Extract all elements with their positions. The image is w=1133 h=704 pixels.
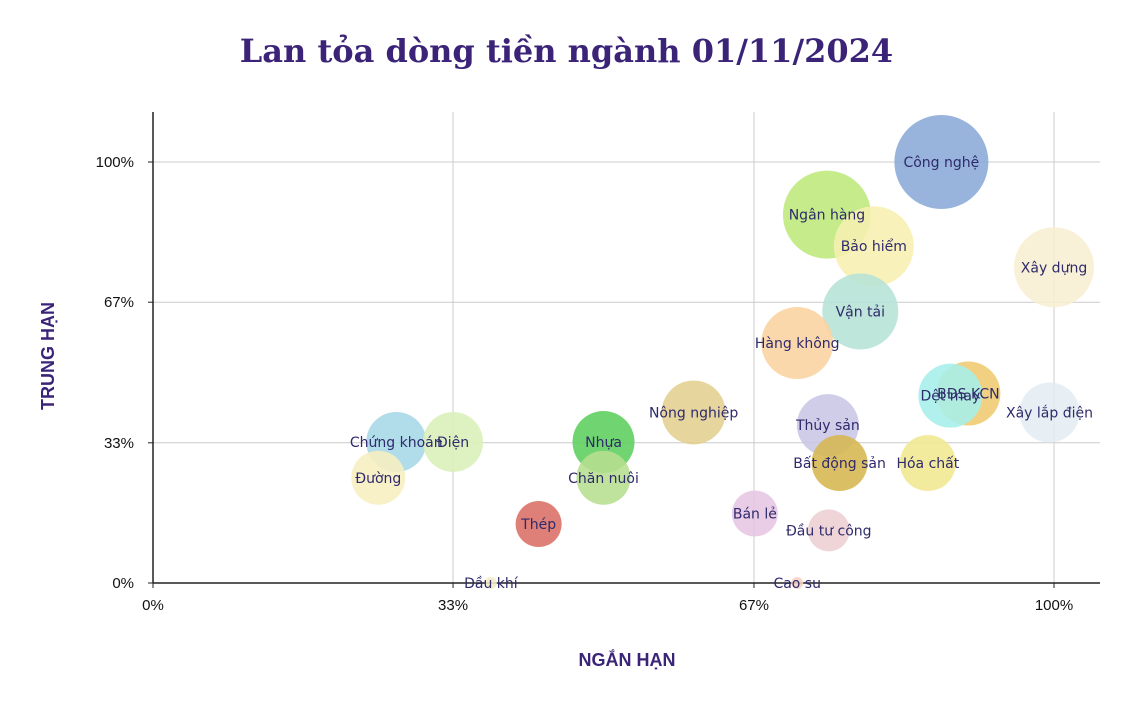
bubble-label: Bán lẻ bbox=[733, 507, 777, 523]
bubble-point[interactable] bbox=[484, 577, 497, 589]
bubble-point[interactable] bbox=[894, 115, 989, 209]
chart-title: Lan tỏa dòng tiền ngành 01/11/2024 bbox=[239, 32, 894, 70]
bubble-point[interactable] bbox=[899, 435, 956, 492]
bubble-point[interactable] bbox=[351, 450, 406, 505]
bubble-label: Nông nghiệp bbox=[649, 405, 738, 421]
bubble-point[interactable] bbox=[661, 380, 726, 445]
axes bbox=[152, 112, 1100, 584]
bubble-label: Điện bbox=[437, 435, 469, 451]
x-axis-title: NGẮN HẠN bbox=[579, 649, 676, 670]
x-tick-label: 0% bbox=[142, 597, 164, 614]
bubble-point[interactable] bbox=[761, 307, 834, 380]
y-tick-label: 100% bbox=[96, 154, 134, 171]
bubble-label: Đường bbox=[355, 471, 401, 487]
bubble-point[interactable] bbox=[918, 363, 983, 428]
y-tick-label: 33% bbox=[104, 435, 134, 452]
bubble-point[interactable] bbox=[791, 577, 804, 589]
bubble-label: Nhựa bbox=[585, 435, 622, 451]
bubble-point[interactable] bbox=[1014, 227, 1094, 308]
bubble-label: Hóa chất bbox=[896, 456, 959, 472]
bubble-label: Ngân hàng bbox=[789, 208, 865, 224]
x-tick-label: 67% bbox=[739, 597, 769, 614]
x-tick-label: 100% bbox=[1035, 597, 1073, 614]
x-tick-label: 33% bbox=[438, 597, 468, 614]
bubble-point[interactable] bbox=[515, 501, 562, 548]
bubble-point[interactable] bbox=[576, 450, 631, 505]
bubble-label: Công nghệ bbox=[903, 155, 979, 171]
y-tick-label: 0% bbox=[112, 575, 134, 592]
bubble-label: Dầu khí bbox=[464, 576, 519, 592]
bubble-label: BĐS KCN bbox=[937, 387, 999, 403]
bubble-label: Xây lắp điện bbox=[1006, 404, 1093, 421]
bubble-label: Xây dựng bbox=[1021, 260, 1087, 276]
bubble-label: Đầu tư công bbox=[786, 523, 872, 539]
bubble-label: Thủy sản bbox=[795, 418, 860, 434]
bubble-point[interactable] bbox=[833, 206, 914, 287]
tick-labels: 0% 33% 67% 100% 0% 33% 67% 100% bbox=[96, 154, 1074, 614]
bubble-label: Thép bbox=[520, 517, 556, 533]
y-axis-title: TRUNG HẠN bbox=[38, 302, 58, 410]
bubble-label: Bảo hiểm bbox=[841, 238, 907, 255]
bubble-point[interactable] bbox=[423, 411, 484, 472]
bubble-point[interactable] bbox=[822, 273, 899, 350]
bubble-label: Hàng không bbox=[755, 336, 840, 352]
bubble-labels: Công nghệ Ngân hàng Bảo hiểm Xây dựng Vận tả… bbox=[350, 155, 1093, 592]
bubble-point[interactable] bbox=[1019, 382, 1080, 443]
bubble-point[interactable] bbox=[731, 490, 778, 537]
y-tick-label: 67% bbox=[104, 294, 134, 311]
bubble-label: Chứng khoán bbox=[350, 435, 443, 451]
bubble-label: Chăn nuôi bbox=[568, 471, 639, 487]
bubble-point[interactable] bbox=[807, 509, 850, 552]
bubble-label: Cao su bbox=[773, 576, 821, 592]
bubble-label: Bất động sản bbox=[793, 456, 886, 472]
bubble-point[interactable] bbox=[811, 435, 868, 492]
bubble-label: Vận tải bbox=[836, 304, 885, 320]
bubbles bbox=[351, 115, 1094, 589]
bubble-label: Dệt may bbox=[920, 389, 980, 405]
